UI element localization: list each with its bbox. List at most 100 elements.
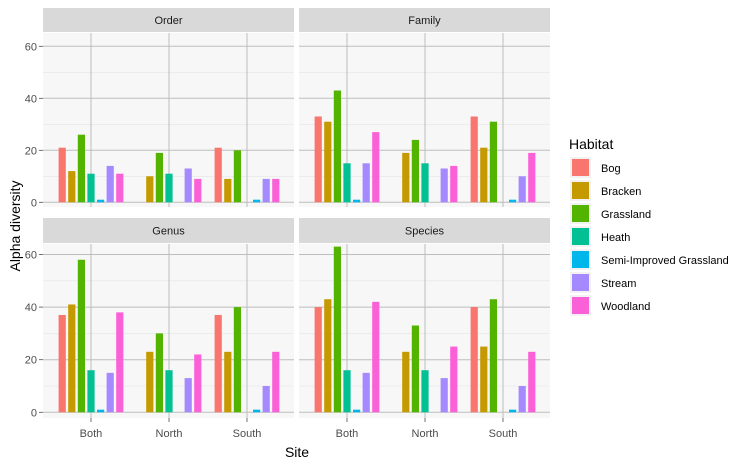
bar-bracken-both [324,121,332,203]
x-tick-label: North [156,428,183,440]
legend-label: Grassland [601,209,651,221]
bar-stream-south [262,178,270,203]
bar-heath-north [165,173,173,203]
bar-stream-south [262,386,270,413]
legend-label: Bog [601,163,621,175]
bar-grassland-south [489,299,497,413]
panel-family: Family [299,8,550,207]
legend-label: Bracken [601,186,641,198]
legend-label: Heath [601,232,630,244]
legend-key-bracken [572,182,589,199]
bar-stream-both [106,165,114,203]
bar-woodland-south [528,152,536,203]
legend-key-stream [572,274,589,291]
bar-heath-north [421,163,429,203]
bar-grassland-north [411,325,419,413]
facet-title: Family [408,15,441,27]
bar-semi-improved-grassland-south [509,409,517,413]
legend-title: Habitat [569,136,613,152]
panel-order: Order 0 20 40 60 [25,8,294,209]
bar-bog-both [58,147,66,203]
bar-semi-improved-grassland-both [353,409,361,413]
bar-grassland-both [333,246,341,413]
legend-key-grassland [572,205,589,222]
legend-key-heath [572,228,589,245]
x-axis-title: Site [285,444,309,460]
bar-stream-north [440,378,448,413]
bar-bracken-both [324,299,332,413]
bar-bracken-north [146,176,154,203]
x-tick-label: North [412,428,439,440]
bar-bracken-both [68,304,76,413]
bar-stream-both [106,372,114,413]
bar-grassland-both [77,134,85,203]
bar-bracken-south [480,147,488,203]
bar-bracken-both [68,171,76,203]
bar-woodland-north [450,346,458,413]
y-tick-label: 40 [25,302,37,314]
bar-stream-north [184,168,192,203]
bar-bog-south [470,116,478,203]
bar-bracken-south [224,178,232,203]
panel-genus: Genus 0 20 40 60 Both North South [25,218,294,440]
y-tick-label: 40 [25,93,37,105]
bar-bog-both [58,314,66,413]
facet-title: Genus [152,226,185,238]
legend: Habitat Bog Bracken Grassland Heath Semi-Impr… [569,136,729,316]
legend-label: Semi-Improved Grassland [601,255,729,267]
y-tick-label: 20 [25,355,37,367]
legend-label: Woodland [601,301,650,313]
legend-label: Stream [601,278,636,290]
bar-woodland-north [194,178,202,203]
bar-grassland-north [155,152,163,203]
bar-semi-improved-grassland-both [97,199,105,203]
bar-bracken-south [224,351,232,413]
facet-title: Order [154,15,182,27]
facet-strip [299,8,550,32]
legend-key-semi-improved-grassland [572,251,589,268]
bar-stream-north [184,378,192,413]
bar-semi-improved-grassland-south [253,199,261,203]
bar-stream-north [440,168,448,203]
bar-stream-both [362,163,370,203]
bar-woodland-both [372,132,380,203]
bar-heath-north [421,370,429,413]
x-tick-label: Both [80,428,103,440]
bar-bracken-north [402,152,410,203]
bar-bog-south [214,314,222,413]
y-tick-label: 60 [25,250,37,262]
y-axis-title: Alpha diversity [7,180,23,271]
bar-woodland-south [528,351,536,413]
bar-woodland-south [272,351,280,413]
bar-grassland-both [77,259,85,413]
facet-title: Species [405,226,445,238]
bar-bog-south [214,147,222,203]
bar-grassland-north [155,333,163,413]
bar-stream-south [518,386,526,413]
bar-semi-improved-grassland-both [353,199,361,203]
y-tick-label: 60 [25,41,37,53]
bar-stream-both [362,372,370,413]
facet-strip [299,218,550,243]
y-tick-label: 0 [31,197,37,209]
bar-woodland-both [372,301,380,413]
bar-heath-both [87,370,95,413]
bar-semi-improved-grassland-south [253,409,261,413]
bar-woodland-both [116,173,124,203]
bar-bog-both [314,116,322,203]
bar-semi-improved-grassland-both [97,409,105,413]
bar-heath-both [343,163,351,203]
y-tick-label: 20 [25,145,37,157]
bar-heath-both [87,173,95,203]
bar-stream-south [518,176,526,203]
bar-heath-north [165,370,173,413]
bar-bog-south [470,307,478,413]
x-tick-label: South [233,428,262,440]
x-tick-label: Both [336,428,359,440]
bar-bog-both [314,307,322,413]
legend-key-woodland [572,297,589,314]
bar-grassland-north [411,139,419,203]
facet-strip [43,8,294,32]
bar-grassland-both [333,90,341,203]
